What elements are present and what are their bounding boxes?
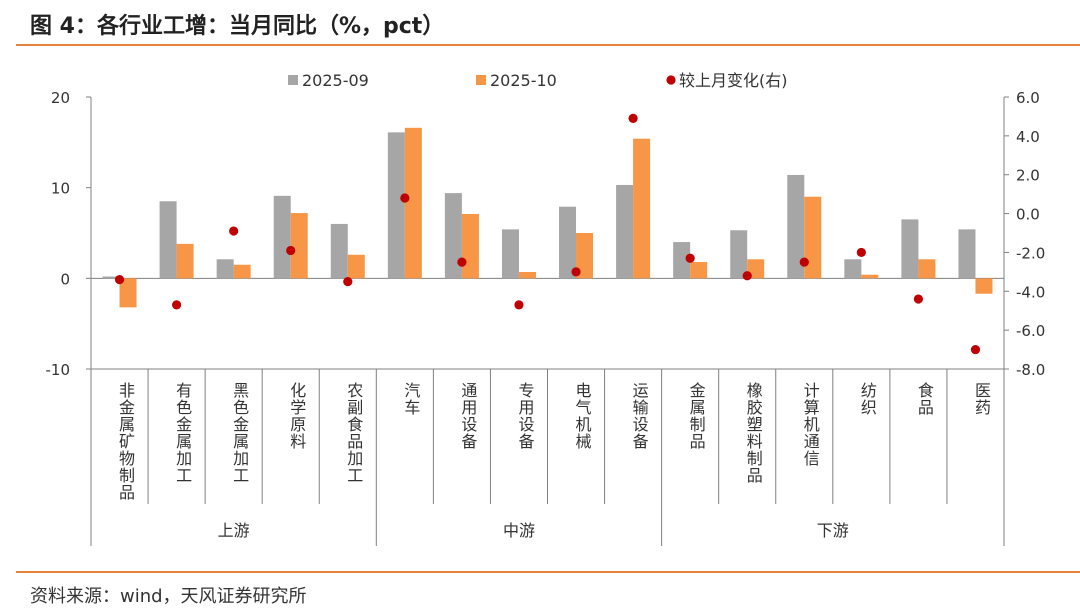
dot-mom-change bbox=[514, 300, 524, 310]
page-title: 图 4：各行业工增：当月同比（%，pct） bbox=[30, 14, 445, 39]
x-category-label: 非金属矿物制品 bbox=[116, 382, 135, 501]
x-category-label: 计算机通信 bbox=[801, 382, 820, 467]
bar-2025-10 bbox=[176, 243, 194, 279]
x-category-label: 医药 bbox=[972, 382, 991, 416]
y-right-tick-label: 2.0 bbox=[1016, 167, 1040, 185]
bar-2025-09 bbox=[273, 195, 291, 279]
legend-swatch bbox=[288, 75, 298, 85]
y-right-tick-label: 0.0 bbox=[1016, 206, 1040, 224]
x-category-label: 通用设备 bbox=[458, 382, 477, 450]
bar-2025-09 bbox=[159, 201, 177, 279]
bar-2025-09 bbox=[616, 184, 634, 279]
dot-mom-change bbox=[229, 226, 239, 236]
bar-2025-09 bbox=[787, 174, 805, 279]
bar-2025-10 bbox=[747, 259, 765, 279]
y-left-tick-label: 0 bbox=[60, 270, 70, 288]
legend-dot bbox=[666, 75, 676, 85]
bar-2025-09 bbox=[730, 230, 748, 279]
legend-swatch bbox=[476, 75, 486, 85]
source-note: 资料来源：wind，天风证券研究所 bbox=[30, 586, 307, 607]
x-category-label: 电气机械 bbox=[573, 382, 592, 450]
y-left-tick-label: 10 bbox=[51, 180, 70, 198]
y-right-tick-label: -6.0 bbox=[1016, 322, 1045, 340]
bar-2025-09 bbox=[330, 223, 348, 279]
industry-output-chart: 2025-09 2025-10 较上月变化(右) 20 10 0 -10 6.0 4.0 2.0… bbox=[46, 71, 1046, 546]
bar-2025-10 bbox=[576, 233, 594, 279]
x-category-label: 橡胶塑料制品 bbox=[744, 382, 763, 484]
x-category-label: 黑色金属加工 bbox=[230, 382, 249, 484]
x-category-label: 化学原料 bbox=[287, 382, 306, 450]
x-category-label: 专用设备 bbox=[515, 382, 534, 450]
chart-bars bbox=[102, 127, 993, 308]
bar-2025-09 bbox=[501, 229, 519, 279]
bar-2025-09 bbox=[673, 242, 691, 279]
dot-mom-change bbox=[400, 193, 410, 203]
bar-2025-10 bbox=[347, 254, 365, 279]
bar-2025-10 bbox=[633, 138, 651, 279]
y-left-tick-label: -10 bbox=[46, 361, 71, 379]
x-group-label: 下游 bbox=[817, 521, 849, 540]
x-category-label: 汽车 bbox=[401, 382, 420, 416]
y-right-tick-label: -8.0 bbox=[1016, 361, 1045, 379]
x-category-label: 纺织 bbox=[858, 382, 877, 416]
bar-2025-09 bbox=[844, 259, 862, 279]
x-group-label: 上游 bbox=[218, 521, 250, 540]
legend-label: 较上月变化(右) bbox=[679, 71, 788, 90]
bar-2025-10 bbox=[518, 271, 536, 279]
bar-2025-09 bbox=[901, 219, 919, 279]
bar-2025-10 bbox=[861, 274, 879, 279]
bar-2025-10 bbox=[804, 196, 822, 279]
legend-label: 2025-09 bbox=[302, 71, 369, 90]
dot-mom-change bbox=[457, 257, 467, 267]
dot-mom-change bbox=[114, 275, 125, 285]
bar-2025-09 bbox=[216, 259, 234, 279]
dot-mom-change bbox=[913, 294, 924, 304]
dot-mom-change bbox=[970, 344, 981, 355]
bar-2025-09 bbox=[444, 193, 462, 279]
dot-mom-change bbox=[286, 245, 296, 256]
bar-2025-10 bbox=[404, 127, 422, 279]
x-category-label: 金属制品 bbox=[687, 382, 706, 450]
bar-2025-10 bbox=[290, 213, 308, 279]
bar-2025-10 bbox=[461, 213, 479, 279]
x-category-labels: 非金属矿物制品 有色金属加工 黑色金属加工 化学原料 农副食品加工 汽车 通用设备 专用设备 电… bbox=[90, 368, 1005, 546]
dot-mom-change bbox=[685, 253, 695, 263]
dot-mom-change bbox=[799, 257, 809, 267]
dot-mom-change bbox=[571, 267, 581, 277]
bar-2025-10 bbox=[918, 259, 936, 279]
bar-2025-09 bbox=[102, 276, 120, 279]
dot-mom-change bbox=[856, 247, 866, 258]
y-right-tick-label: -4.0 bbox=[1016, 283, 1045, 301]
dot-mom-change bbox=[742, 271, 752, 281]
bar-2025-10 bbox=[119, 278, 137, 308]
y-right-tick-label: -2.0 bbox=[1016, 244, 1045, 262]
x-category-label: 食品 bbox=[915, 382, 934, 416]
dot-mom-change bbox=[171, 300, 182, 310]
y-right-tick-label: 6.0 bbox=[1016, 89, 1040, 107]
bar-2025-10 bbox=[975, 278, 993, 294]
header-divider bbox=[16, 44, 1080, 46]
chart-axes: 20 10 0 -10 6.0 4.0 2.0 0.0 -2.0 -4.0 -6.0 -8.0 bbox=[46, 89, 1046, 379]
legend-label: 2025-10 bbox=[490, 71, 557, 90]
y-left-tick-label: 20 bbox=[51, 89, 70, 107]
bar-2025-10 bbox=[233, 264, 251, 279]
chart-legend: 2025-09 2025-10 较上月变化(右) bbox=[288, 71, 788, 90]
bar-2025-10 bbox=[690, 262, 708, 279]
x-category-label: 运输设备 bbox=[630, 382, 649, 450]
dot-mom-change bbox=[628, 113, 638, 123]
y-right-tick-label: 4.0 bbox=[1016, 128, 1040, 146]
chart-dots bbox=[114, 113, 981, 355]
dot-mom-change bbox=[343, 276, 353, 287]
x-category-label: 农副食品加工 bbox=[344, 382, 363, 484]
bar-2025-09 bbox=[559, 206, 577, 279]
bar-2025-09 bbox=[958, 229, 976, 279]
x-group-label: 中游 bbox=[503, 521, 535, 540]
x-category-label: 有色金属加工 bbox=[173, 382, 192, 484]
footer-divider bbox=[16, 571, 1080, 573]
bar-2025-09 bbox=[387, 132, 405, 279]
